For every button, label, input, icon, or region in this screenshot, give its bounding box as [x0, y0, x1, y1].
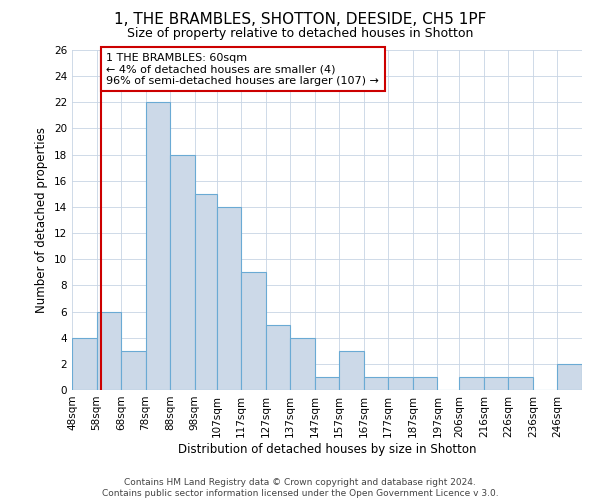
Bar	[508, 377, 533, 390]
Bar	[170, 154, 194, 390]
Text: 1 THE BRAMBLES: 60sqm
← 4% of detached houses are smaller (4)
96% of semi-detach: 1 THE BRAMBLES: 60sqm ← 4% of detached h…	[106, 52, 379, 86]
Bar	[194, 194, 217, 390]
Bar	[72, 338, 97, 390]
Bar	[460, 377, 484, 390]
Y-axis label: Number of detached properties: Number of detached properties	[35, 127, 49, 313]
Bar	[97, 312, 121, 390]
Bar	[315, 377, 339, 390]
Bar	[413, 377, 437, 390]
Text: Contains HM Land Registry data © Crown copyright and database right 2024.
Contai: Contains HM Land Registry data © Crown c…	[101, 478, 499, 498]
Bar	[217, 207, 241, 390]
Bar	[241, 272, 266, 390]
Bar	[146, 102, 170, 390]
Bar	[290, 338, 315, 390]
Text: Size of property relative to detached houses in Shotton: Size of property relative to detached ho…	[127, 28, 473, 40]
Text: 1, THE BRAMBLES, SHOTTON, DEESIDE, CH5 1PF: 1, THE BRAMBLES, SHOTTON, DEESIDE, CH5 1…	[114, 12, 486, 28]
Bar	[557, 364, 582, 390]
X-axis label: Distribution of detached houses by size in Shotton: Distribution of detached houses by size …	[178, 442, 476, 456]
Bar	[364, 377, 388, 390]
Bar	[388, 377, 413, 390]
Bar	[484, 377, 508, 390]
Bar	[339, 351, 364, 390]
Bar	[266, 324, 290, 390]
Bar	[121, 351, 146, 390]
